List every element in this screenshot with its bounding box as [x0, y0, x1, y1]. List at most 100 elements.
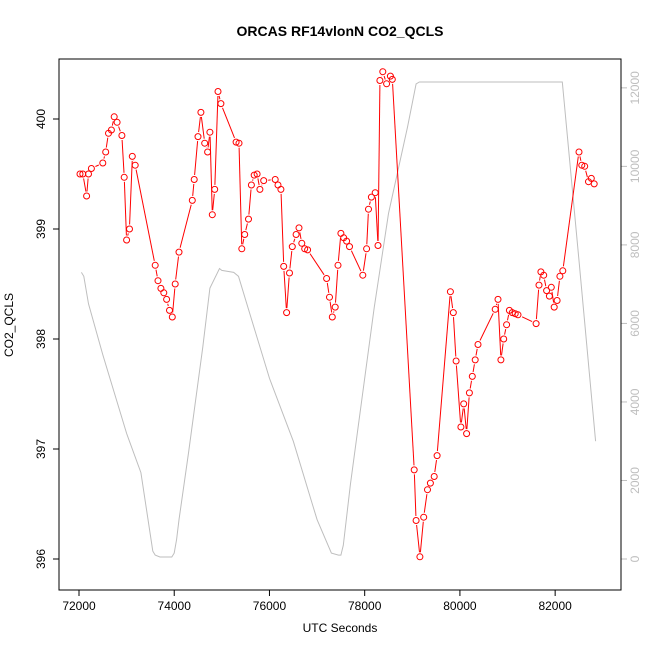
co2-point [113, 118, 121, 126]
co2-point [463, 430, 471, 438]
co2-point [426, 479, 434, 487]
co2-point [168, 313, 176, 321]
altitude-series [80, 81, 597, 558]
co2-point [206, 128, 214, 136]
co2-point [271, 176, 279, 183]
co2-point [337, 229, 345, 237]
co2-segment [280, 193, 285, 262]
co2-point [241, 231, 249, 238]
co2-point [491, 305, 499, 313]
co2-segment [362, 253, 367, 271]
co2-point [416, 553, 424, 561]
co2-segment [479, 313, 494, 341]
co2-segment [103, 156, 105, 159]
co2-point [245, 215, 252, 223]
co2-segment [245, 223, 248, 231]
co2-segment [416, 524, 420, 553]
co2-point [497, 356, 505, 364]
co2-point [188, 196, 196, 204]
co2-point [494, 295, 502, 303]
co2-point [556, 272, 564, 280]
co2-segment [544, 279, 547, 287]
co2-segment [436, 296, 451, 452]
co2-point [280, 262, 288, 270]
co2-segment [463, 408, 467, 430]
co2-point [363, 245, 371, 253]
co2-point [587, 174, 595, 182]
co2-point [449, 309, 457, 317]
co2-segment [209, 136, 213, 211]
y-tick-label: 397 [34, 439, 48, 459]
co2-point [211, 185, 219, 193]
co2-segment [335, 269, 339, 303]
co2-segment [383, 75, 386, 80]
co2-segment [469, 380, 472, 389]
co2-point [457, 423, 465, 431]
co2-point [550, 303, 558, 311]
co2-segment [242, 238, 245, 245]
co2-point [452, 357, 460, 365]
co2-segment [127, 233, 129, 236]
co2-point [197, 108, 205, 116]
co2-point [260, 177, 268, 185]
co2-point [166, 306, 173, 314]
co2-point [334, 261, 342, 269]
y2-tick-label: 12000 [628, 71, 642, 105]
co2-point [157, 284, 165, 292]
co2-segment [289, 251, 293, 269]
co2-segment [175, 256, 179, 280]
y2-tick-label: 4000 [628, 388, 642, 415]
co2-point [514, 311, 522, 319]
co2-point [274, 181, 282, 189]
co2-point [545, 292, 553, 300]
co2-point [286, 269, 293, 277]
co2-segment [434, 460, 437, 473]
y2-tick-label: 2000 [628, 467, 642, 494]
co2-point [379, 68, 387, 76]
co2-point [465, 389, 473, 397]
co2-point [238, 245, 246, 253]
co2-point [85, 170, 92, 178]
y2-tick-label: 8000 [628, 231, 642, 258]
y2-tick-label: 0 [628, 555, 642, 562]
x-tick-label: 80000 [443, 599, 477, 613]
co2-segment [453, 317, 457, 357]
co2-point [217, 100, 225, 108]
co2-segment [123, 181, 127, 236]
x-axis-label: UTC Seconds [303, 621, 378, 635]
co2-segment [551, 291, 555, 303]
co2-segment [423, 494, 428, 513]
co2-point [99, 159, 107, 167]
co2-segment [366, 213, 369, 245]
co2-segment [374, 197, 379, 242]
co2-point [201, 139, 209, 147]
co2-point [410, 466, 418, 474]
co2-segment [460, 408, 464, 423]
co2-point [107, 126, 115, 134]
co2-point [204, 148, 212, 156]
co2-segment [155, 269, 158, 277]
co2-segment [392, 83, 415, 466]
co2-segment [501, 343, 504, 356]
co2-segment [419, 521, 424, 553]
co2-point [102, 148, 110, 156]
co2-segment [121, 139, 125, 173]
co2-point [547, 283, 555, 291]
x-tick-label: 72000 [62, 599, 96, 613]
co2-point [160, 289, 168, 297]
co2-point [87, 165, 95, 172]
co2-segment [192, 183, 195, 196]
co2-point [430, 473, 438, 480]
co2-point [460, 400, 468, 408]
co2-point [214, 88, 222, 95]
co2-segment [118, 126, 121, 132]
co2-point [343, 237, 351, 245]
co2-point [154, 277, 162, 285]
co2-segment [135, 169, 155, 261]
y-tick-label: 399 [34, 219, 48, 239]
co2-point [288, 243, 296, 251]
co2-segment [200, 116, 205, 139]
co2-segment [222, 107, 235, 139]
co2-point [120, 173, 128, 181]
